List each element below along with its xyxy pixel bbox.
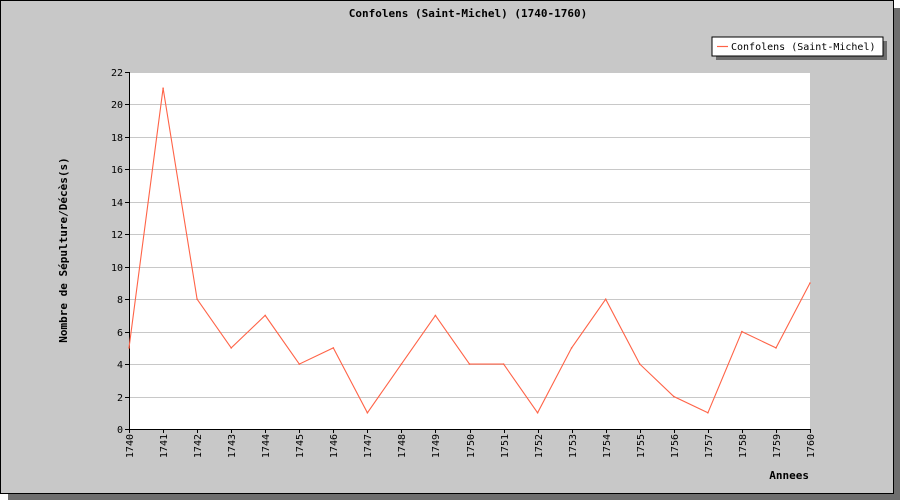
data-point [639, 363, 641, 365]
x-tick-label: 1743 [227, 434, 238, 458]
series-layer [128, 87, 811, 414]
x-tick-label: 1749 [431, 434, 442, 458]
x-tick-label: 1752 [534, 434, 545, 458]
y-tick-label: 0 [117, 425, 123, 436]
data-point [434, 314, 437, 317]
y-tick-label: 22 [111, 68, 123, 79]
x-tick-label: 1759 [772, 434, 783, 458]
data-point [366, 412, 369, 414]
x-tick-label: 1756 [670, 434, 681, 458]
x-tick-label: 1757 [704, 434, 715, 458]
chart-title: Confolens (Saint-Michel) (1740-1760) [349, 7, 587, 20]
data-point [502, 363, 505, 365]
legend: Confolens (Saint-Michel) [711, 36, 887, 60]
y-tick-label: 4 [117, 360, 123, 371]
y-tick-label: 18 [111, 133, 123, 144]
data-point [162, 87, 164, 89]
y-tick-label: 16 [111, 165, 123, 176]
x-tick-label: 1748 [397, 434, 408, 458]
data-point [775, 347, 777, 349]
x-tick-label: 1753 [568, 434, 579, 458]
x-axis-label: Annees [769, 469, 809, 482]
x-tick-label: 1758 [738, 434, 749, 458]
data-point [332, 347, 335, 349]
y-tick-label: 2 [117, 393, 123, 404]
y-tick-label: 14 [111, 198, 123, 209]
x-tick-label: 1742 [193, 434, 204, 458]
x-tick-label: 1746 [329, 434, 340, 458]
legend-box [711, 36, 884, 57]
x-tick-label: 1754 [602, 434, 613, 458]
x-tick-label: 1744 [261, 434, 272, 458]
data-point [128, 347, 130, 349]
x-tick-label: 1740 [125, 434, 136, 458]
y-tick-label: 6 [117, 328, 123, 339]
y-tick-label: 12 [111, 230, 123, 241]
x-tick-label: 1751 [500, 434, 511, 458]
data-point [264, 314, 267, 317]
data-point [604, 298, 607, 301]
data-point [536, 412, 539, 414]
x-tick-label: 1745 [295, 434, 306, 458]
y-tick-label: 10 [111, 263, 123, 274]
plot-area [129, 72, 810, 429]
data-point [400, 363, 403, 365]
x-tick-label: 1747 [363, 434, 374, 458]
x-tick-label: 1750 [466, 434, 477, 458]
data-point [230, 347, 232, 349]
grid-lines [129, 72, 810, 398]
x-tick-label: 1755 [636, 434, 647, 458]
data-point [196, 298, 198, 301]
data-point [707, 412, 709, 414]
x-tick-label: 1760 [806, 434, 817, 458]
y-tick-label: 20 [111, 100, 123, 111]
data-point [468, 363, 471, 365]
legend-label: Confolens (Saint-Michel) [731, 42, 876, 53]
axes [125, 72, 811, 433]
x-tick-label: 1741 [159, 434, 170, 458]
data-point [298, 363, 301, 365]
tick-labels: 0 2 4 6 8 10 12 14 16 18 20 22 1740 1741 1742 1743 1744 1… [111, 68, 817, 458]
data-point [673, 395, 675, 398]
y-tick-label: 8 [117, 295, 123, 306]
data-point [809, 282, 811, 284]
y-axis-label: Nombre de Sépulture/Décès(s) [57, 157, 70, 342]
data-point [741, 330, 743, 333]
data-point [570, 347, 573, 349]
